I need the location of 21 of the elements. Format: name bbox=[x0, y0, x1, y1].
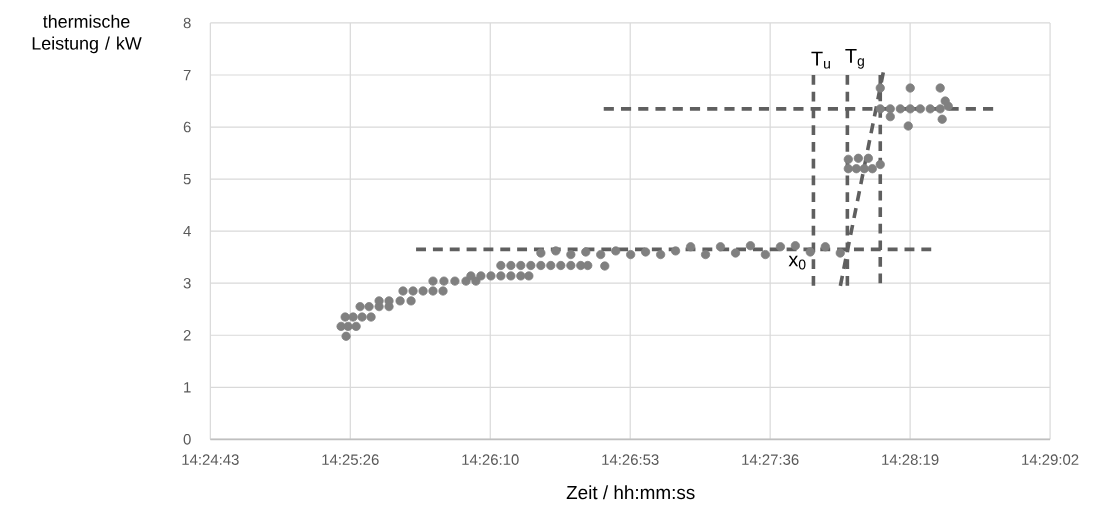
x-tick-label: 14:25:26 bbox=[322, 454, 379, 465]
y-tick-label: 0 bbox=[183, 433, 191, 445]
y-tick-label: 8 bbox=[183, 17, 191, 29]
annotation: T$_{u}$ bbox=[811, 51, 830, 69]
x-tick-label: 14:29:02 bbox=[1022, 454, 1079, 465]
x-tick-label: 14:26:10 bbox=[462, 454, 519, 465]
x-tick-label: 14:28:19 bbox=[882, 454, 939, 465]
x-tick-label: 14:26:53 bbox=[602, 454, 659, 465]
y-tick-label: 2 bbox=[183, 329, 191, 341]
y-tick-label: 5 bbox=[183, 173, 191, 185]
x-tick-label: 14:24:43 bbox=[182, 454, 239, 465]
y-tick-label: 4 bbox=[183, 225, 191, 237]
x-axis-title: Zeit / hh:mm:ss bbox=[566, 485, 695, 500]
x-tick-label: 14:27:36 bbox=[742, 454, 799, 465]
y-tick-label: 7 bbox=[183, 69, 191, 81]
annotation: T$_{g}$ bbox=[845, 48, 864, 69]
y-tick-label: 3 bbox=[183, 277, 191, 289]
y-tick-label: 1 bbox=[184, 382, 191, 393]
annotation: x$_{0}$ bbox=[788, 255, 806, 270]
y-axis-title: thermische Leistung / kW bbox=[32, 14, 142, 54]
y-tick-label: 6 bbox=[183, 121, 191, 133]
